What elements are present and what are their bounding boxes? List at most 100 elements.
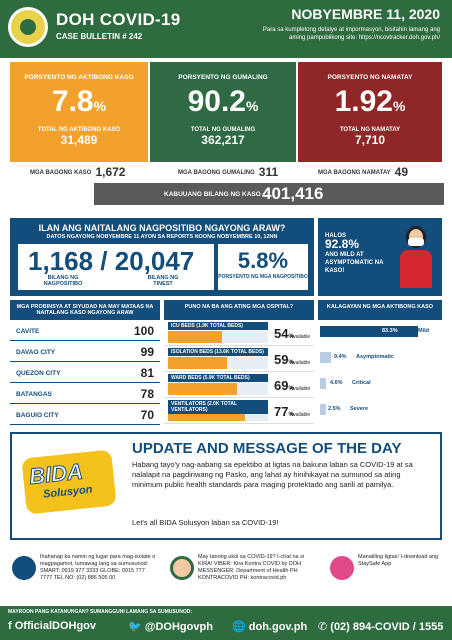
phone-icon: ✆ — [318, 621, 331, 633]
footer: MAYROON PANG KATANUNGAN? SUMANGGUNI LAMA… — [0, 606, 452, 640]
update-panel: BIDA Solusyon UPDATE AND MESSAGE OF THE … — [10, 432, 442, 540]
recovered-label: PORSYENTO NG GUMALING — [178, 74, 268, 81]
staysafe-text: Manatiling ligtas! I-download ang StaySa… — [358, 554, 439, 567]
severity-pct: 83.3% — [382, 328, 398, 334]
mild-asymptomatic-box: HALOS 92.8% ANG MILD AT ASYMPTOMATIC NA KA… — [318, 218, 442, 296]
severity-header: KALAGAYAN NG MGA AKTIBONG KASO — [318, 300, 442, 320]
new-deaths: MGA BAGONG NAMATAY 49 — [318, 165, 409, 179]
severity-bar — [320, 352, 332, 363]
severity-pct: 4.6% — [330, 380, 343, 386]
twitter-link[interactable]: 🐦 @DOHgovph — [128, 621, 213, 633]
severity-panel: KALAGAYAN NG MGA AKTIBONG KASO 83.3% Mil… — [318, 300, 442, 428]
list-item: BATANGAS 78 — [10, 383, 160, 404]
beds-panel: PUNO NA BA ANG ATING MGA OSPITAL? ICU BE… — [164, 300, 314, 428]
bulletin-number: CASE BULLETIN # 242 — [56, 32, 143, 41]
total-cases-bar: KABUUANG BILANG NG KASO 401,416 — [94, 183, 444, 205]
hotline-icon — [12, 556, 36, 580]
provinces-header: MGA PROBINSYA AT SIYUDAD NA MAY MATAAS N… — [10, 300, 160, 320]
bed-value: 59% — [274, 352, 294, 367]
active-label: PORSYENTO NG AKTIBONG KASO — [24, 74, 134, 81]
severity-pct: 9.4% — [334, 354, 347, 360]
phone-link[interactable]: ✆ (02) 894-COVID / 1555 — [318, 621, 444, 633]
header-note: Para sa kumpletong detalye at impormasyo… — [262, 27, 440, 41]
bed-row: VENTILATORS (2.0K TOTAL VENTILATORS) 77%… — [164, 398, 314, 424]
update-title: UPDATE AND MESSAGE OF THE DAY — [132, 440, 402, 457]
positivity-box: ILAN ANG NAITALANG NAGPOSITIBO NGAYONG A… — [10, 218, 314, 296]
severity-bar — [320, 378, 326, 389]
tested-label: BILANG NG TINEST — [147, 275, 179, 287]
severity-bar — [320, 326, 419, 337]
bed-row: WARD BEDS (5.9K TOTAL BEDS) 69% Availabl… — [164, 372, 314, 398]
severity-row-severe: 2.5% Severe — [318, 398, 442, 424]
list-item: DAVAO CITY 99 — [10, 341, 160, 362]
bed-label: VENTILATORS (2.0K TOTAL VENTILATORS) — [168, 400, 268, 414]
list-item: QUEZON CITY 81 — [10, 362, 160, 383]
bed-label: ICU BEDS (1.9K TOTAL BEDS) — [168, 322, 268, 330]
bed-bar — [168, 357, 268, 369]
deaths-card: PORSYENTO NG NAMATAY 1.92% TOTAL NG NAMA… — [298, 62, 442, 162]
severity-label: Asymptomatic — [356, 354, 394, 360]
deaths-total: 7,710 — [354, 133, 386, 147]
positivity-figure-box: 1,168 / 20,047 BILANG NG NAGPOSITIBO BIL… — [18, 244, 214, 290]
positivity-figure: 1,168 / 20,047 — [28, 246, 195, 276]
kira-text: May tanong ukol sa COVID-19? I-chat na s… — [198, 554, 305, 581]
masked-person-icon — [398, 226, 434, 288]
bed-row: ICU BEDS (1.9K TOTAL BEDS) 54% Available — [164, 320, 314, 346]
recovered-sublabel: TOTAL NG GUMALING — [190, 127, 256, 133]
bida-solusyon-logo: BIDA Solusyon — [21, 449, 117, 515]
positivity-rate-box: 5.8% PORSYENTO NG MGA NAGPOSITIBO — [218, 244, 308, 290]
positive-label: BILANG NG NAGPOSITIBO — [43, 275, 83, 287]
bed-label: WARD BEDS (5.9K TOTAL BEDS) — [168, 374, 268, 382]
bed-available: Available — [290, 360, 311, 366]
total-cases-value: 401,416 — [262, 184, 324, 203]
severity-label: Severe — [350, 406, 369, 412]
total-cases-label: KABUUANG BILANG NG KASO — [164, 191, 261, 198]
update-body: Habang tayo'y nag-aabang sa epektibo at … — [132, 460, 413, 489]
bulletin-date: NOBYEMBRE 11, 2020 — [291, 6, 440, 22]
list-item: BAGUIO CITY 70 — [10, 404, 160, 425]
hotline-text: Ihahanap ka namin ng lugar para mag-isol… — [40, 554, 156, 581]
positivity-rate: 5.8% — [237, 248, 289, 273]
bed-available: Available — [290, 412, 311, 418]
facebook-link[interactable]: f OfficialDOHgov — [8, 620, 97, 632]
positivity-title: ILAN ANG NAITALANG NAGPOSITIBO NGAYONG A… — [38, 223, 286, 233]
active-pct: 7.8% — [51, 85, 107, 118]
update-footer: Let's all BIDA Solusyon laban sa COVID-1… — [132, 518, 279, 527]
bed-value: 54% — [274, 326, 294, 341]
severity-pct: 2.5% — [328, 406, 341, 412]
positivity-rate-label: PORSYENTO NG MGA NAGPOSITIBO — [218, 274, 308, 280]
deaths-label: PORSYENTO NG NAMATAY — [327, 74, 413, 81]
beds-header: PUNO NA BA ANG ATING MGA OSPITAL? — [164, 300, 314, 320]
deaths-pct: 1.92% — [334, 85, 406, 118]
recovered-pct: 90.2% — [187, 85, 259, 118]
severity-row-mild: 83.3% Mild — [318, 320, 442, 346]
bed-row: ISOLATION BEDS (13.6K TOTAL BEDS) 59% Av… — [164, 346, 314, 372]
page-title: DOH COVID-19 — [56, 10, 181, 29]
bed-label: ISOLATION BEDS (13.6K TOTAL BEDS) — [168, 348, 268, 356]
footer-pre: MAYROON PANG KATANUNGAN? SUMANGGUNI LAMA… — [8, 609, 193, 615]
positivity-subtitle: DATOS NGAYONG NOBYEMBRE 11 AYON SA REPOR… — [46, 234, 278, 240]
severity-row-critical: 4.6% Critical — [318, 372, 442, 398]
provinces-panel: MGA PROBINSYA AT SIYUDAD NA MAY MATAAS N… — [10, 300, 160, 428]
severity-bar — [320, 404, 326, 415]
new-recovered: MGA BAGONG GUMALING 311 — [178, 165, 279, 179]
doh-seal-icon — [8, 7, 48, 47]
new-cases: MGA BAGONG KASO 1,672 — [30, 165, 126, 179]
bed-available: Available — [290, 386, 311, 392]
staysafe-icon — [330, 556, 354, 580]
contacts-row: Ihahanap ka namin ng lugar para mag-isol… — [10, 552, 442, 602]
kira-icon — [170, 556, 194, 580]
bed-available: Available — [290, 334, 311, 340]
severity-label: Critical — [352, 380, 371, 386]
recovered-card: PORSYENTO NG GUMALING 90.2% TOTAL NG GUM… — [150, 62, 296, 162]
severity-label: Mild — [418, 328, 429, 334]
facebook-icon: f — [8, 620, 15, 632]
bed-bar — [168, 383, 268, 395]
bed-value: 77% — [274, 404, 294, 419]
active-cases-card: PORSYENTO NG AKTIBONG KASO 7.8% TOTAL NG… — [10, 62, 148, 162]
bed-value: 69% — [274, 378, 294, 393]
list-item: CAVITE 100 — [10, 320, 160, 341]
website-link[interactable]: 🌐 doh.gov.ph — [232, 621, 308, 633]
header: DOH COVID-19 CASE BULLETIN # 242 NOBYEMB… — [0, 0, 452, 58]
globe-icon: 🌐 — [232, 621, 249, 633]
